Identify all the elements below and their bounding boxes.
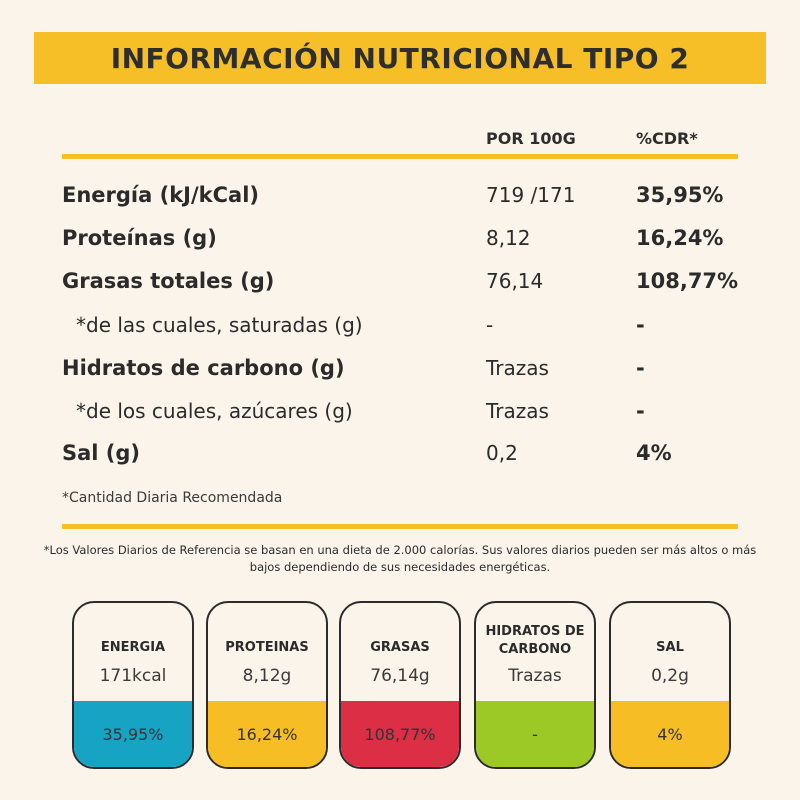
- vdr-footnote: *Los Valores Diarios de Referencia se ba…: [43, 543, 757, 574]
- nutrient-card-grasas: GRASAS 76,14g 108,77%: [339, 601, 461, 769]
- table-row: Grasas totales (g) 76,14 108,77%: [0, 269, 800, 309]
- nutrient-card-hidratos: HIDRATOS DE CARBONO Trazas -: [474, 601, 596, 769]
- row-label: *de las cuales, saturadas (g): [76, 313, 363, 337]
- row-value: 0,2: [486, 441, 518, 465]
- row-label: Sal (g): [62, 441, 141, 465]
- card-percent: -: [476, 701, 594, 767]
- row-value: -: [486, 313, 494, 337]
- nutrient-card-proteinas: PROTEINAS 8,12g 16,24%: [206, 601, 328, 769]
- row-value: Trazas: [486, 399, 549, 423]
- row-cdr: -: [636, 356, 645, 380]
- nutrient-cards: ENERGIA 171kcal 35,95% PROTEINAS 8,12g 1…: [0, 601, 800, 771]
- card-amount: 8,12g: [242, 666, 292, 686]
- row-cdr: -: [636, 399, 645, 423]
- card-amount: 76,14g: [370, 666, 430, 686]
- nutrient-card-sal: SAL 0,2g 4%: [609, 601, 731, 769]
- card-name: ENERGIA: [100, 640, 166, 655]
- table-row: Hidratos de carbono (g) Trazas -: [0, 356, 800, 396]
- row-value: 76,14: [486, 269, 544, 293]
- footer-divider: [62, 524, 738, 529]
- row-value: 8,12: [486, 226, 531, 250]
- header-divider: [62, 154, 738, 159]
- card-amount: Trazas: [508, 666, 562, 686]
- row-value: Trazas: [486, 356, 549, 380]
- card-percent: 4%: [611, 701, 729, 767]
- row-label: *de los cuales, azúcares (g): [76, 399, 353, 423]
- row-cdr: 35,95%: [636, 183, 724, 207]
- page-title: INFORMACIÓN NUTRICIONAL TIPO 2: [110, 41, 690, 75]
- nutrient-card-energia: ENERGIA 171kcal 35,95%: [72, 601, 194, 769]
- row-value: 719 /171: [486, 183, 576, 207]
- cdr-footnote: *Cantidad Diaria Recomendada: [62, 490, 283, 506]
- card-name: PROTEINAS: [225, 640, 309, 655]
- table-row: Energía (kJ/kCal) 719 /171 35,95%: [0, 183, 800, 223]
- table-row: *de los cuales, azúcares (g) Trazas -: [0, 399, 800, 439]
- row-cdr: 108,77%: [636, 269, 739, 293]
- card-amount: 171kcal: [99, 666, 167, 686]
- row-cdr: -: [636, 313, 645, 337]
- table-row: Sal (g) 0,2 4%: [0, 441, 800, 481]
- column-header-per100: POR 100G: [486, 129, 576, 148]
- card-amount: 0,2g: [651, 666, 689, 686]
- title-banner: INFORMACIÓN NUTRICIONAL TIPO 2: [34, 32, 766, 84]
- row-label: Grasas totales (g): [62, 269, 275, 293]
- table-row: *de las cuales, saturadas (g) - -: [0, 313, 800, 353]
- row-cdr: 16,24%: [636, 226, 724, 250]
- card-name: SAL: [656, 640, 684, 655]
- column-header-cdr: %CDR*: [636, 129, 698, 148]
- row-label: Hidratos de carbono (g): [62, 356, 345, 380]
- card-percent: 35,95%: [74, 701, 192, 767]
- card-name: HIDRATOS DE CARBONO: [485, 624, 585, 657]
- row-cdr: 4%: [636, 441, 672, 465]
- card-percent: 108,77%: [341, 701, 459, 767]
- row-label: Energía (kJ/kCal): [62, 183, 259, 207]
- card-percent: 16,24%: [208, 701, 326, 767]
- table-row: Proteínas (g) 8,12 16,24%: [0, 226, 800, 266]
- row-label: Proteínas (g): [62, 226, 217, 250]
- card-name: GRASAS: [370, 640, 430, 655]
